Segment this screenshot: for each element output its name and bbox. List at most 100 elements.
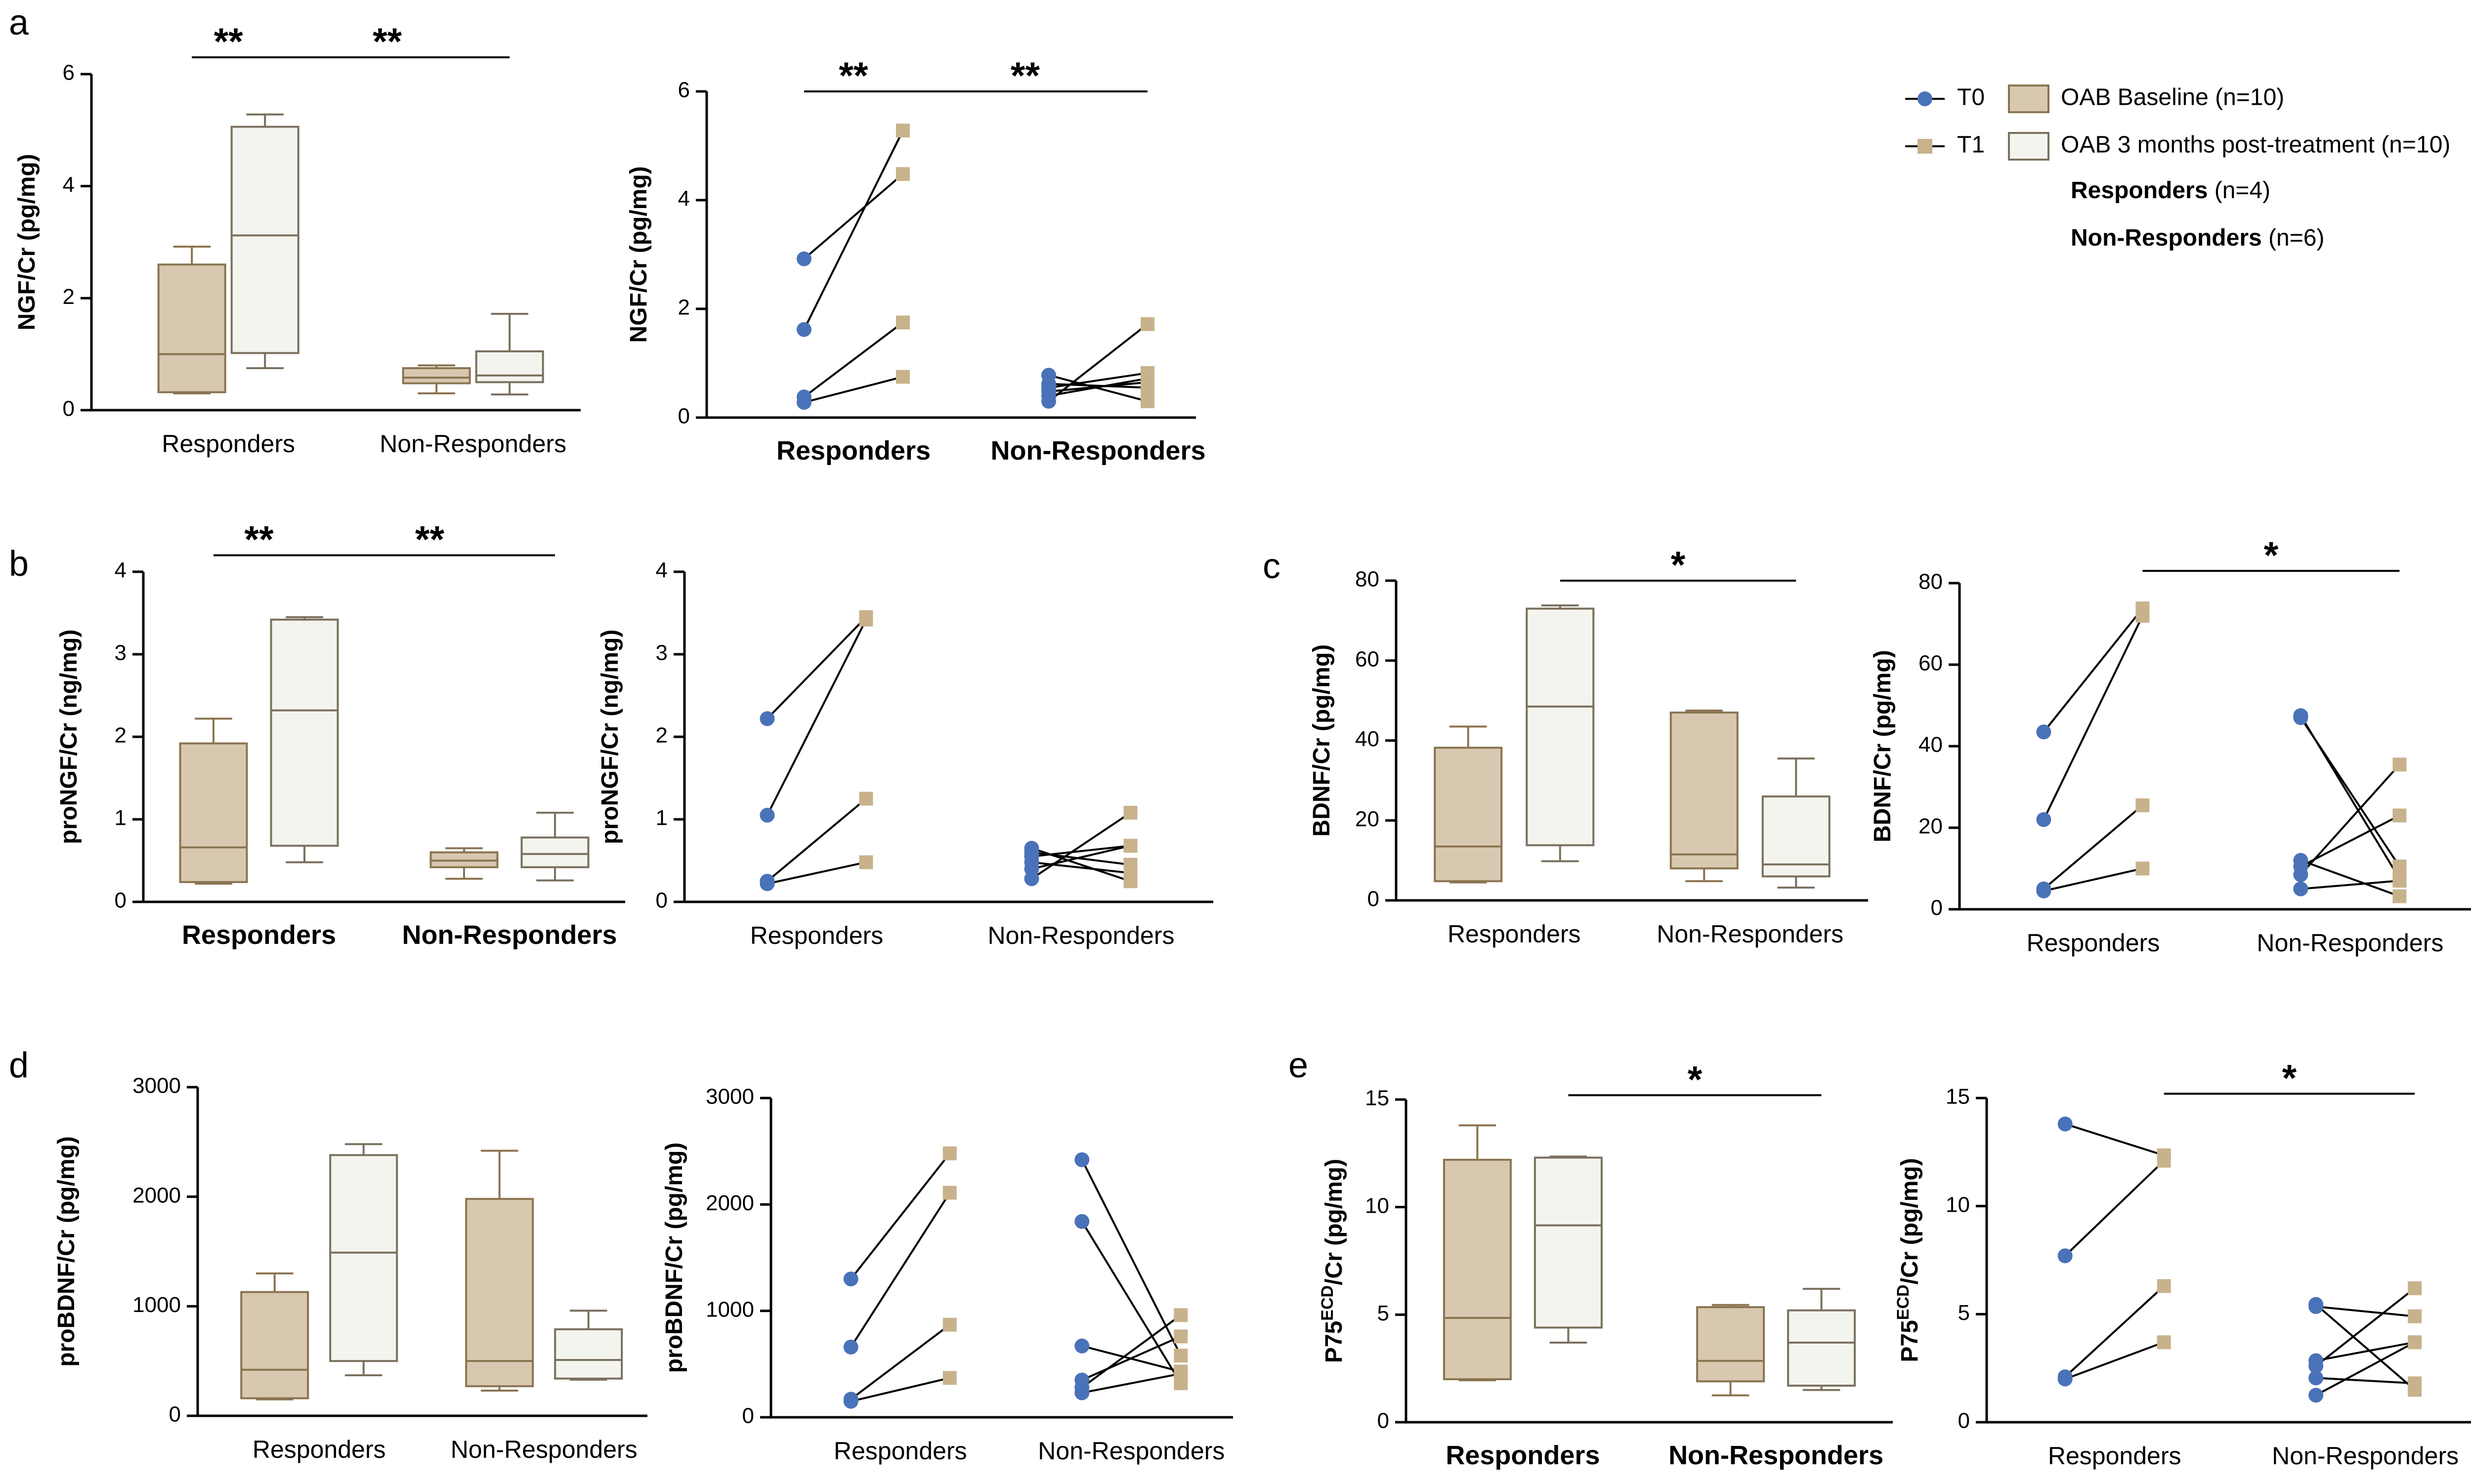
box-iqr: [230, 126, 299, 354]
pair-line: [803, 321, 904, 398]
pair-line: [1081, 1372, 1181, 1394]
x-category-label: Responders: [253, 1436, 386, 1463]
t1-point: [942, 1371, 957, 1385]
t1-point: [1174, 1366, 1188, 1381]
t1-point: [1174, 1329, 1188, 1344]
y-tick-label: 1: [656, 806, 668, 830]
legend-responders-name: Responders: [2071, 177, 2208, 204]
t0-point: [1041, 394, 1056, 409]
t0-point: [1074, 1338, 1090, 1354]
x-category-label: Non-Responders: [2272, 1442, 2459, 1470]
pair-line: [2301, 880, 2400, 890]
pair-line: [2316, 1377, 2415, 1385]
y-tick-label: 0: [742, 1404, 754, 1428]
significance-label: **: [373, 21, 402, 63]
chart-b1: b 0 1 2 3 4 proNGF/Cr (ng/mg) Responders Non-Res…: [9, 519, 625, 950]
t1-point: [2408, 1335, 2422, 1350]
x-category-label: Responders: [182, 920, 336, 950]
legend-responders: Responders (n=4): [2071, 177, 2270, 204]
significance-label: **: [415, 519, 445, 561]
box-iqr: [179, 742, 248, 883]
t0-point: [760, 876, 775, 891]
pair-line: [2300, 717, 2401, 867]
box-iqr: [520, 836, 590, 868]
y-tick-label: 20: [1918, 814, 1943, 839]
pair-line: [1081, 1335, 1182, 1381]
significance-label: **: [244, 519, 274, 561]
y-tick-label: 2: [656, 723, 668, 748]
t1-point: [2157, 1279, 2171, 1293]
y-tick-label: 1: [115, 806, 127, 830]
pair-line: [2043, 805, 2143, 890]
t0-point: [2308, 1299, 2324, 1314]
pair-line: [1031, 845, 1131, 858]
t1-point: [859, 612, 873, 627]
pair-line: [850, 1152, 951, 1280]
t1-point: [1123, 866, 1138, 880]
box-iqr: [402, 367, 471, 384]
y-tick-label: 0: [63, 397, 75, 421]
box-iqr: [1696, 1306, 1765, 1383]
t1-point: [942, 1317, 957, 1332]
y-tick-label: 40: [1355, 727, 1379, 751]
y-tick-label: 80: [1355, 567, 1379, 592]
y-tick-label: 80: [1918, 570, 1943, 594]
x-category-label: Non-Responders: [2257, 929, 2443, 957]
pair-line: [767, 861, 866, 885]
t0-point: [2293, 881, 2308, 896]
pair-line: [2315, 1287, 2416, 1367]
y-axis-label: proNGF/Cr (ng/mg): [56, 630, 82, 845]
significance-label: **: [1011, 55, 1040, 97]
legend-nonresponders-n: (n=6): [2262, 225, 2325, 251]
legend: T0 T1 OAB Baseline (n=10) OAB 3 months p…: [1905, 85, 2450, 251]
t0-point: [1074, 1214, 1090, 1229]
legend-responders-n: (n=4): [2208, 177, 2270, 204]
panel-letter-e: e: [1288, 1046, 1308, 1085]
t0-point: [760, 711, 775, 726]
t0-point: [1074, 1152, 1090, 1167]
y-axis-label-part: /Cr (pg/mg): [1321, 1159, 1347, 1285]
pair-line: [2065, 1123, 2165, 1156]
chart-a2: 0 2 4 6 NGF/Cr (pg/mg) Responders Non-Responde…: [626, 55, 1206, 466]
y-tick-label: 0: [1931, 896, 1943, 920]
box-iqr: [1443, 1158, 1512, 1380]
pair-line: [2043, 607, 2143, 733]
t1-point: [942, 1146, 957, 1160]
pair-line: [1048, 377, 1148, 397]
t0-point: [2036, 883, 2051, 898]
chart-d1: d 0 1000 2000 3000 proBDNF/Cr (pg/mg) Responde…: [9, 1046, 647, 1463]
y-axis-label-part: P75: [1897, 1320, 1923, 1362]
t1-point: [2408, 1376, 2422, 1391]
x-category-label: Non-Responders: [1657, 920, 1843, 948]
significance-label: **: [839, 55, 868, 97]
y-tick-label: 15: [1946, 1085, 1970, 1109]
y-tick-label: 5: [1958, 1301, 1970, 1325]
pair-line: [2065, 1341, 2165, 1380]
y-tick-label: 0: [115, 889, 127, 913]
legend-t1-marker: [1905, 139, 1945, 154]
y-axis-label: NGF/Cr (pg/mg): [626, 166, 652, 342]
t1-point: [1141, 317, 1154, 331]
y-tick-label: 0: [1377, 1409, 1389, 1433]
y-tick-label: 3: [115, 641, 127, 665]
y-tick-label: 40: [1918, 733, 1943, 757]
legend-nonresponders-name: Non-Responders: [2071, 225, 2262, 251]
t1-point: [896, 370, 910, 384]
pair-line: [1048, 323, 1149, 402]
t1-point: [1174, 1349, 1188, 1363]
y-tick-label: 0: [169, 1402, 181, 1427]
t1-point: [2392, 889, 2407, 903]
pair-line: [2300, 859, 2400, 897]
t0-point: [2057, 1371, 2073, 1387]
y-tick-label: 10: [1946, 1192, 1970, 1217]
y-axis-label: proBDNF/Cr (pg/mg): [53, 1136, 80, 1367]
charts-layer: a 0 2 4 6 NGF/Cr (pg/mg) Responders Non-Respond…: [9, 3, 2471, 1470]
t0-point: [2036, 812, 2051, 827]
box-iqr: [270, 618, 339, 847]
t1-point: [1123, 839, 1138, 853]
t0-point: [843, 1394, 858, 1409]
x-category-label: Non-Responders: [451, 1436, 638, 1463]
pair-line: [2315, 1306, 2415, 1317]
pair-line: [2064, 1160, 2165, 1257]
